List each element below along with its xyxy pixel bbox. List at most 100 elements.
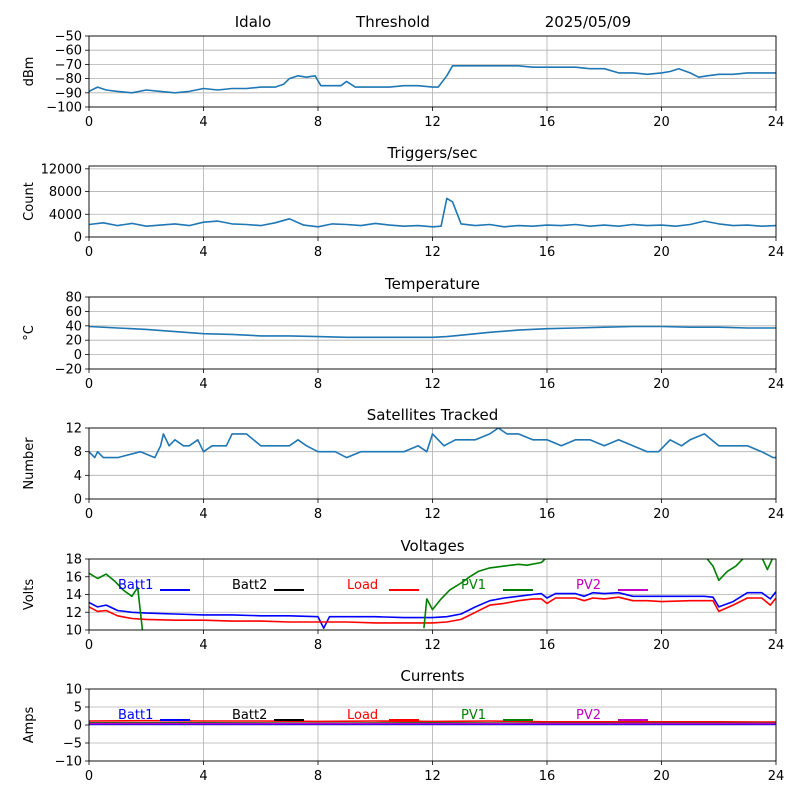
y-axis-label: °C (22, 325, 37, 341)
series-line-load (89, 719, 776, 723)
x-tick-label: 0 (85, 638, 93, 653)
y-tick-label: 10 (65, 624, 82, 639)
x-tick-label: 0 (85, 245, 93, 260)
y-tick-label: −70 (55, 58, 82, 73)
x-tick-label: 12 (424, 245, 441, 260)
x-tick-label: 8 (314, 115, 322, 130)
y-tick-label: −100 (46, 101, 82, 116)
y-tick-label: 60 (65, 305, 82, 320)
x-tick-label: 8 (314, 245, 322, 260)
x-tick-label: 24 (768, 638, 785, 653)
y-tick-label: 0 (74, 719, 82, 734)
x-tick-label: 20 (653, 115, 670, 130)
series-line-temperature (89, 325, 776, 339)
x-tick-label: 20 (653, 638, 670, 653)
legend-label: PV2 (576, 578, 601, 593)
y-tick-label: 8 (74, 445, 82, 460)
y-tick-label: 12 (65, 422, 82, 437)
x-tick-label: 16 (539, 115, 556, 130)
series-line-satellites (89, 428, 776, 459)
y-tick-label: 40 (65, 319, 82, 334)
y-axis-label: Amps (22, 706, 37, 743)
y-tick-label: 18 (65, 553, 82, 568)
x-tick-label: 20 (653, 245, 670, 260)
legend-label: PV2 (576, 708, 601, 723)
series-line-pv1 (89, 559, 774, 630)
legend-label: Load (347, 578, 378, 593)
x-tick-label: 8 (314, 507, 322, 522)
chart-title: Voltages (400, 537, 464, 555)
x-tick-label: 12 (424, 377, 441, 392)
x-tick-label: 12 (424, 115, 441, 130)
y-axis-label: Volts (22, 579, 37, 611)
x-tick-label: 24 (768, 507, 785, 522)
x-tick-label: 16 (539, 245, 556, 260)
x-tick-label: 4 (199, 377, 207, 392)
y-tick-label: −50 (55, 30, 82, 45)
y-tick-label: 12 (65, 606, 82, 621)
y-tick-label: 0 (74, 493, 82, 508)
panel-triggers: 0 4 8 12 16 20 24 0 4000 8000 12000 Triggers/sec Cou… (22, 144, 784, 260)
y-tick-label: 12000 (41, 162, 82, 177)
y-axis-label: Number (22, 437, 37, 490)
series-line-load (89, 596, 776, 624)
y-tick-label: −20 (55, 363, 82, 378)
x-tick-label: 4 (199, 245, 207, 260)
series-line-signal (89, 65, 776, 94)
y-tick-label: 4000 (49, 208, 82, 223)
x-tick-label: 4 (199, 769, 207, 784)
legend-label: PV1 (461, 578, 486, 593)
y-tick-label: 8000 (49, 185, 82, 200)
x-tick-label: 4 (199, 638, 207, 653)
x-tick-label: 24 (768, 115, 785, 130)
y-tick-label: 4 (74, 469, 82, 484)
y-tick-label: −5 (63, 737, 82, 752)
y-tick-label: 0 (74, 231, 82, 246)
y-tick-label: 16 (65, 570, 82, 585)
panel-signal: 0 4 8 12 16 20 24 −100−90−80−70−60−50 dBm (22, 30, 784, 131)
panel-currents: 0 4 8 12 16 20 24 −10 −5 0 5 10 Currents Amps Batt1 Bat… (22, 667, 784, 784)
legend-label: Load (347, 708, 378, 723)
x-tick-label: 24 (768, 377, 785, 392)
y-tick-label: 20 (65, 334, 82, 349)
y-tick-label: 0 (74, 348, 82, 363)
y-tick-label: 5 (74, 701, 82, 716)
x-tick-label: 12 (424, 507, 441, 522)
x-tick-label: 0 (85, 377, 93, 392)
x-tick-label: 24 (768, 769, 785, 784)
x-tick-label: 16 (539, 507, 556, 522)
x-tick-label: 4 (199, 507, 207, 522)
chart-title: Satellites Tracked (367, 406, 498, 424)
x-tick-label: 20 (653, 507, 670, 522)
y-axis-label: dBm (22, 57, 37, 87)
y-tick-label: −10 (55, 755, 82, 770)
legend-label: Batt2 (232, 578, 267, 593)
series-line-triggers (89, 197, 776, 228)
x-tick-label: 12 (424, 638, 441, 653)
header-mode: Threshold (355, 13, 430, 31)
series-line-batt1 (89, 591, 776, 629)
legend-label: PV1 (461, 708, 486, 723)
panel-voltages: 0 4 8 12 16 20 24 10 12 14 16 18 Voltages Volts Batt1 B… (22, 537, 784, 653)
x-tick-label: 16 (539, 377, 556, 392)
header-station: Idalo (235, 13, 271, 31)
x-tick-label: 8 (314, 638, 322, 653)
x-tick-label: 16 (539, 769, 556, 784)
legend-label: Batt1 (118, 578, 153, 593)
chart-title: Currents (400, 667, 464, 685)
x-tick-label: 20 (653, 377, 670, 392)
x-tick-label: 0 (85, 115, 93, 130)
panel-satellites: 0 4 8 12 16 20 24 0 4 8 12 Satellites Tracked Number (22, 406, 784, 522)
y-tick-label: 14 (65, 588, 82, 603)
legend-label: Batt2 (232, 708, 267, 723)
legend-label: Batt1 (118, 708, 153, 723)
y-tick-label: −90 (55, 86, 82, 101)
header-date: 2025/05/09 (545, 13, 631, 31)
x-tick-label: 0 (85, 769, 93, 784)
x-tick-label: 4 (199, 115, 207, 130)
x-tick-label: 20 (653, 769, 670, 784)
